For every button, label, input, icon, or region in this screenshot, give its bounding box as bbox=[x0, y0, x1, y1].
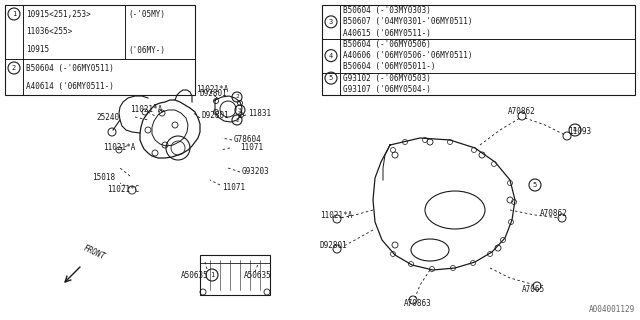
Text: B50604 (-'06MY0511): B50604 (-'06MY0511) bbox=[26, 63, 114, 73]
Text: A40614 ('06MY0511-): A40614 ('06MY0511-) bbox=[26, 82, 114, 91]
Text: G93102 (-'06MY0503): G93102 (-'06MY0503) bbox=[343, 74, 431, 83]
Text: (-'05MY): (-'05MY) bbox=[128, 10, 165, 19]
Text: 5: 5 bbox=[329, 75, 333, 81]
Text: 11036<255>: 11036<255> bbox=[26, 28, 72, 36]
Text: 3: 3 bbox=[238, 108, 242, 113]
Text: B50604 ('06MY05011-): B50604 ('06MY05011-) bbox=[343, 62, 435, 71]
Text: A50635: A50635 bbox=[181, 270, 209, 279]
Text: 11831: 11831 bbox=[248, 108, 271, 117]
Bar bbox=[5, 5, 195, 95]
Text: 1: 1 bbox=[210, 272, 214, 278]
Text: 3: 3 bbox=[329, 19, 333, 25]
Text: 4: 4 bbox=[329, 52, 333, 59]
Text: 11021*A: 11021*A bbox=[320, 211, 353, 220]
Text: A40615 ('06MY0511-): A40615 ('06MY0511-) bbox=[343, 28, 431, 38]
Text: D92801: D92801 bbox=[202, 110, 230, 119]
Text: 2: 2 bbox=[235, 94, 239, 100]
Text: A70862: A70862 bbox=[540, 210, 568, 219]
Text: B50604 (-'03MY0303): B50604 (-'03MY0303) bbox=[343, 6, 431, 15]
Text: 10915<251,253>: 10915<251,253> bbox=[26, 10, 91, 19]
Text: 4: 4 bbox=[573, 127, 577, 133]
Text: 2: 2 bbox=[235, 117, 239, 123]
Text: FRONT: FRONT bbox=[82, 244, 107, 262]
Text: B50607 ('04MY0301-'06MY0511): B50607 ('04MY0301-'06MY0511) bbox=[343, 17, 472, 26]
Ellipse shape bbox=[425, 191, 485, 229]
Bar bbox=[200, 255, 270, 295]
Text: A50635: A50635 bbox=[244, 271, 272, 281]
Text: B50604 (-'06MY0506): B50604 (-'06MY0506) bbox=[343, 40, 431, 49]
Text: 2: 2 bbox=[12, 65, 16, 71]
Text: 11071: 11071 bbox=[240, 143, 263, 153]
Text: D92801: D92801 bbox=[200, 89, 228, 98]
Text: G93203: G93203 bbox=[242, 167, 269, 177]
Text: 11071: 11071 bbox=[222, 183, 245, 193]
Text: D92801: D92801 bbox=[320, 242, 348, 251]
Text: A40606 ('06MY0506-'06MY0511): A40606 ('06MY0506-'06MY0511) bbox=[343, 51, 472, 60]
Text: ('06MY-): ('06MY-) bbox=[128, 45, 165, 54]
Text: 11021*A: 11021*A bbox=[130, 106, 163, 115]
Text: 10915: 10915 bbox=[26, 45, 49, 54]
Text: 15018: 15018 bbox=[92, 173, 115, 182]
Bar bbox=[322, 5, 635, 95]
Text: 11093: 11093 bbox=[568, 127, 591, 137]
Text: 25240: 25240 bbox=[97, 113, 120, 122]
Text: G93107 ('06MY0504-): G93107 ('06MY0504-) bbox=[343, 85, 431, 94]
Text: G78604: G78604 bbox=[234, 135, 262, 145]
Text: A70863: A70863 bbox=[404, 300, 432, 308]
Text: 11021*C: 11021*C bbox=[107, 186, 140, 195]
Text: A004001129: A004001129 bbox=[589, 305, 635, 314]
Ellipse shape bbox=[411, 239, 449, 261]
Text: 11021*A: 11021*A bbox=[196, 84, 228, 93]
Text: 1: 1 bbox=[12, 11, 16, 17]
Text: A7065: A7065 bbox=[522, 285, 545, 294]
Text: 5: 5 bbox=[533, 182, 537, 188]
Text: A70862: A70862 bbox=[508, 108, 536, 116]
Text: 11021*A: 11021*A bbox=[103, 143, 136, 153]
